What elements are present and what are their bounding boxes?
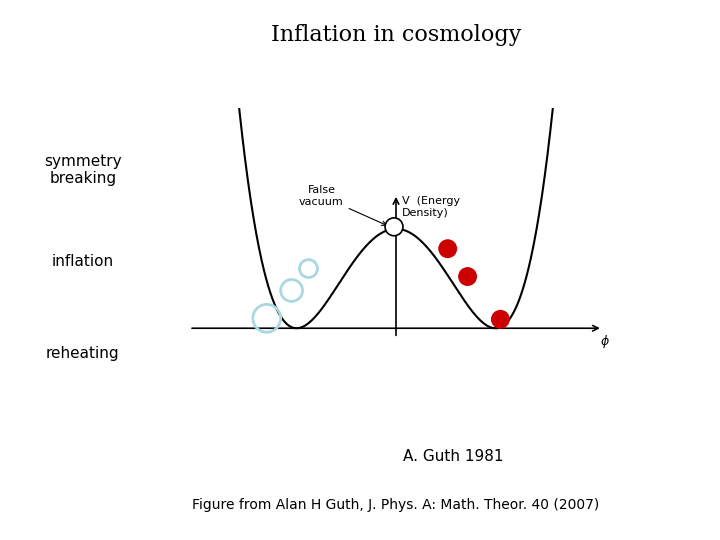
Text: V  (Energy
Density): V (Energy Density) [402, 196, 460, 218]
Circle shape [458, 267, 477, 286]
Text: symmetry
breaking: symmetry breaking [44, 154, 122, 186]
Text: Inflation in cosmology: Inflation in cosmology [271, 24, 521, 46]
Text: Figure from Alan H Guth, J. Phys. A: Math. Theor. 40 (2007): Figure from Alan H Guth, J. Phys. A: Mat… [192, 498, 600, 512]
Circle shape [385, 218, 403, 236]
Text: False
vacuum: False vacuum [299, 185, 387, 225]
Text: ϕ: ϕ [600, 335, 609, 348]
Text: reheating: reheating [46, 346, 120, 361]
Text: inflation: inflation [52, 254, 114, 269]
Circle shape [491, 310, 510, 329]
Text: A. Guth 1981: A. Guth 1981 [403, 449, 504, 464]
Circle shape [438, 239, 457, 258]
